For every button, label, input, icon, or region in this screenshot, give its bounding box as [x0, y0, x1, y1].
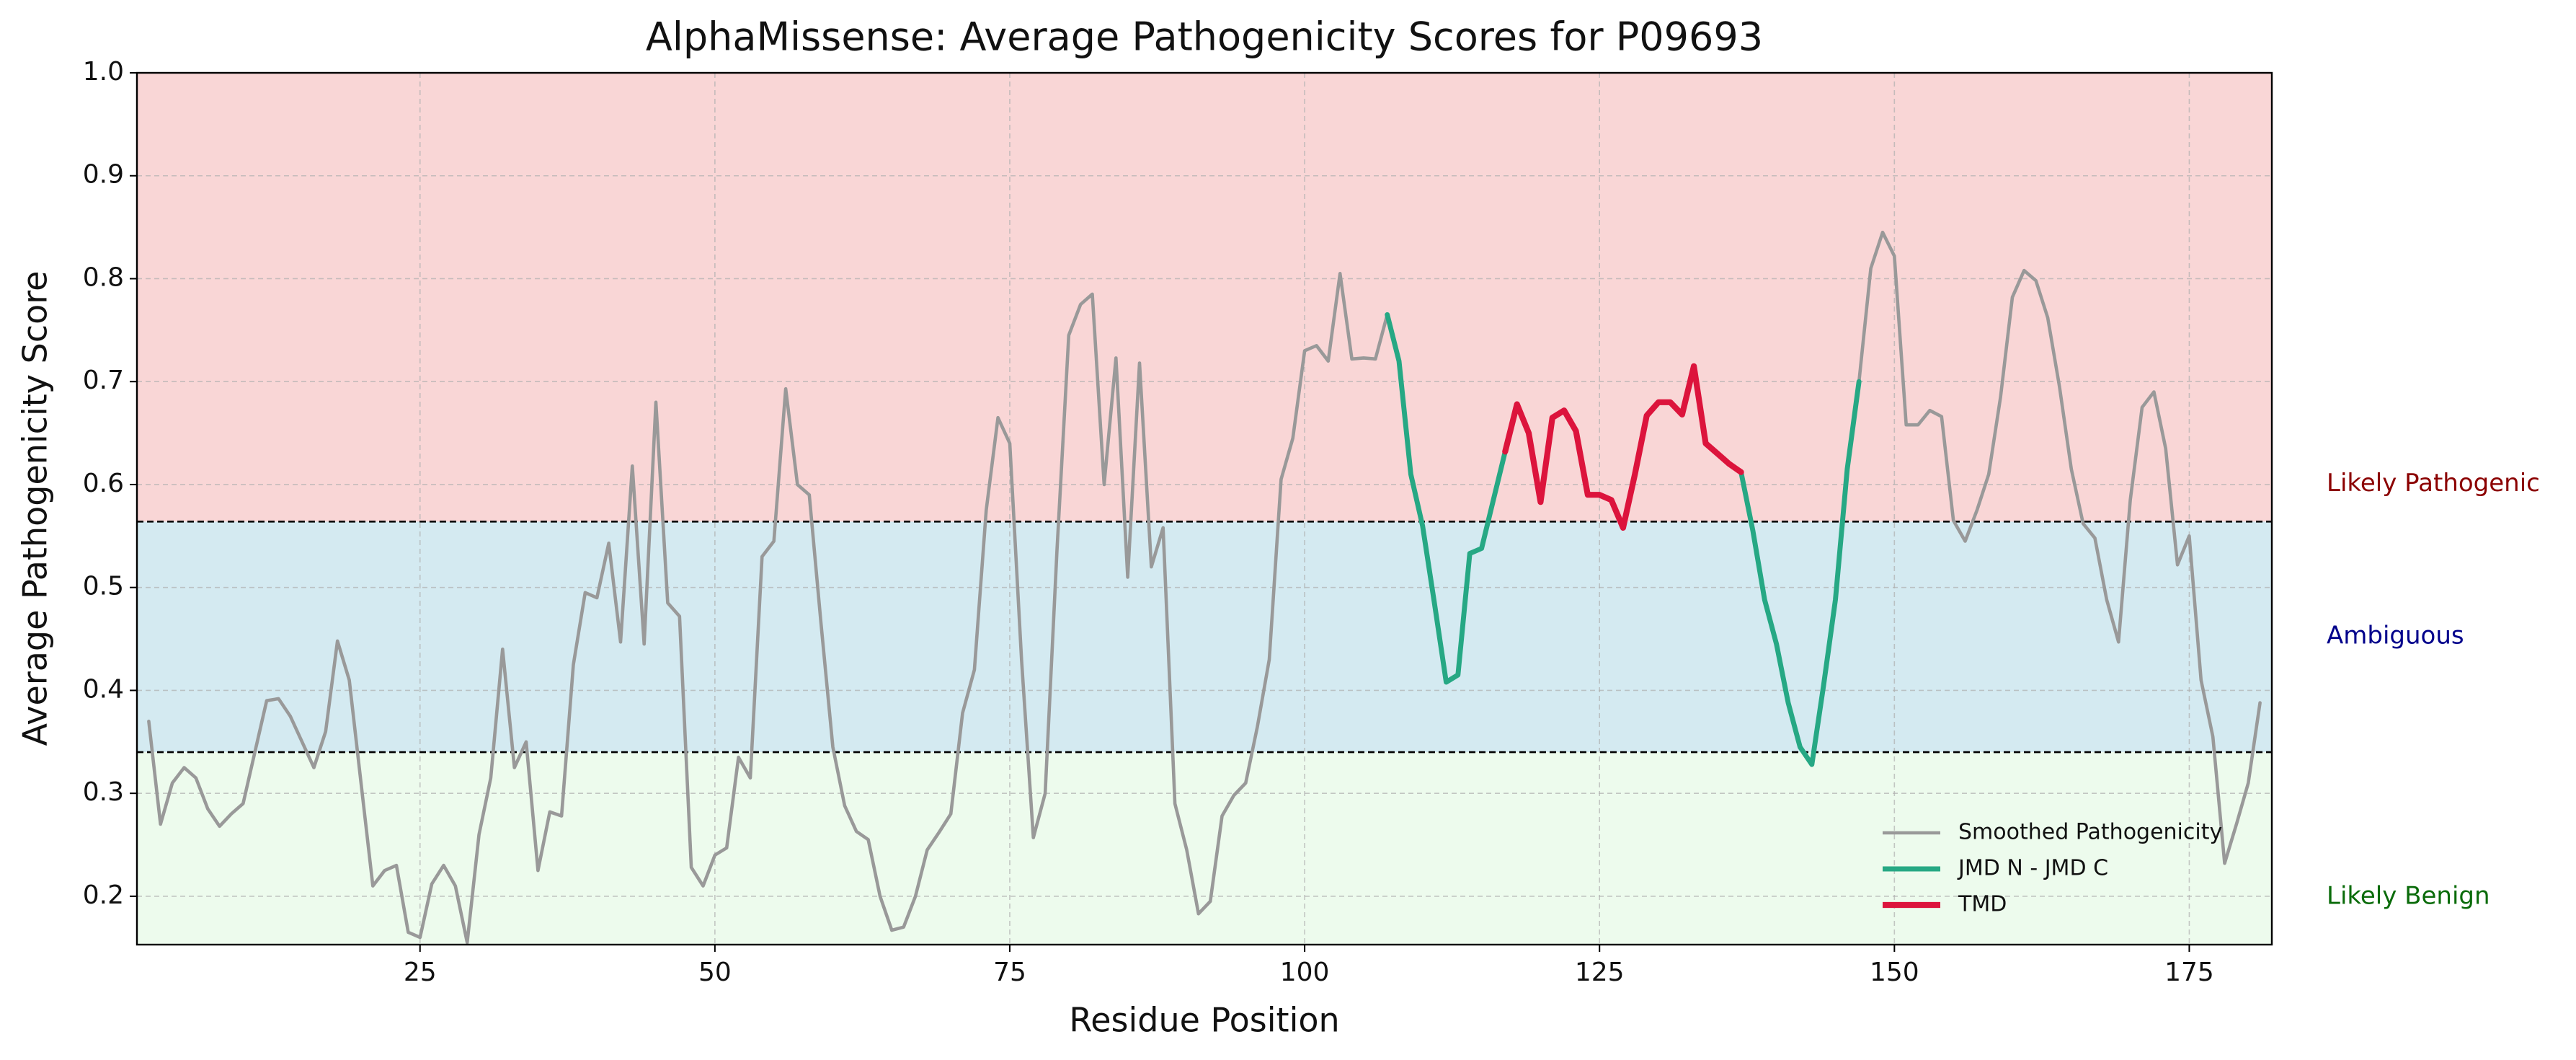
y-tick-label: 0.7 [83, 366, 124, 395]
y-tick-label: 1.0 [83, 57, 124, 87]
x-tick-label: 175 [2164, 958, 2214, 987]
plot-frame [136, 71, 2273, 946]
series-line [1502, 363, 1744, 531]
legend-label: Smoothed Pathogenicity [1958, 820, 2222, 845]
y-tick-label: 0.8 [83, 262, 124, 292]
series-line [147, 230, 2262, 945]
x-tick-label: 50 [698, 958, 732, 987]
band [137, 73, 2272, 522]
series-line [1738, 379, 1862, 767]
x-axis-label: Residue Position [1069, 1001, 1339, 1040]
x-tick-label: 75 [993, 958, 1026, 987]
legend-label: JMD N - JMD C [1957, 856, 2108, 881]
chart-title: AlphaMissense: Average Pathogenicity Sco… [646, 14, 1763, 60]
y-tick-label: 0.3 [83, 777, 124, 807]
legend-label: TMD [1958, 892, 2007, 917]
x-tick-label: 150 [1870, 958, 1919, 987]
band-label: Likely Benign [2327, 882, 2490, 911]
band-label: Ambiguous [2327, 622, 2464, 650]
band [137, 521, 2272, 753]
band [137, 752, 2272, 945]
y-tick-label: 0.6 [83, 469, 124, 498]
y-tick-label: 0.9 [83, 160, 124, 190]
series-line [1385, 312, 1508, 685]
band-label: Likely Pathogenic [2327, 469, 2540, 498]
x-tick-label: 25 [404, 958, 437, 987]
y-tick-label: 0.5 [83, 572, 124, 601]
y-axis-label: Average Pathogenicity Score [16, 271, 55, 746]
y-tick-label: 0.2 [83, 880, 124, 910]
x-tick-label: 100 [1280, 958, 1330, 987]
x-tick-label: 125 [1575, 958, 1625, 987]
y-tick-label: 0.4 [83, 674, 124, 704]
